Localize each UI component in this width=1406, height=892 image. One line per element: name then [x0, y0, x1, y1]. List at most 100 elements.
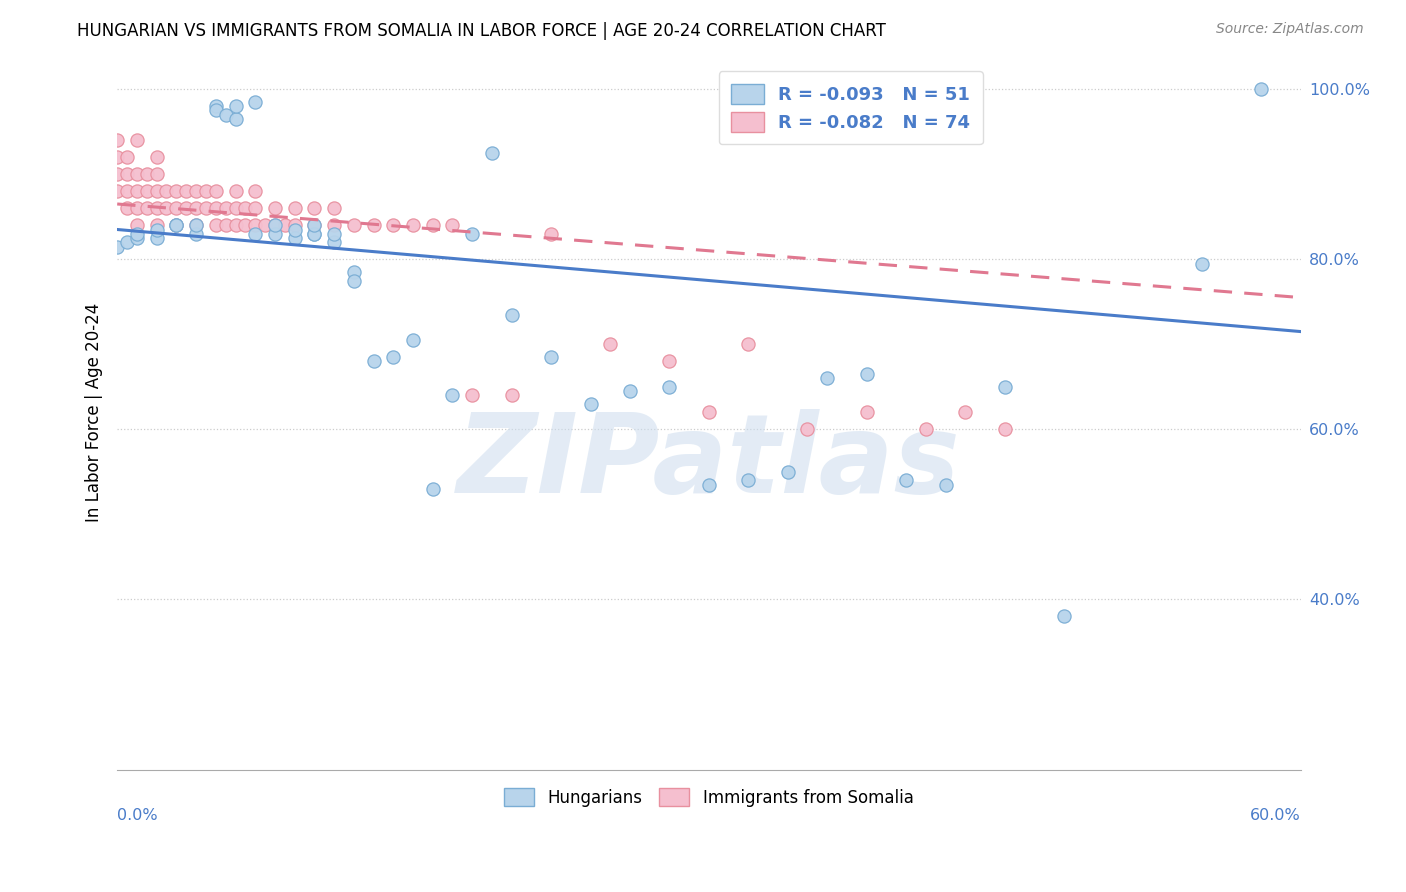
Point — [697, 477, 720, 491]
Point — [304, 227, 326, 241]
Point — [145, 231, 167, 245]
Point — [204, 99, 226, 113]
Point — [105, 239, 128, 253]
Point — [165, 219, 187, 233]
Point — [125, 231, 148, 245]
Point — [382, 350, 405, 364]
Point — [855, 405, 877, 419]
Point — [323, 235, 346, 250]
Point — [145, 222, 167, 236]
Point — [145, 184, 167, 198]
Point — [343, 265, 366, 279]
Point — [135, 184, 157, 198]
Point — [155, 184, 177, 198]
Point — [737, 474, 759, 488]
Point — [235, 201, 257, 215]
Point — [343, 273, 366, 287]
Point — [994, 422, 1017, 436]
Point — [165, 201, 187, 215]
Point — [125, 201, 148, 215]
Point — [1053, 609, 1076, 624]
Point — [855, 367, 877, 381]
Point — [284, 231, 307, 245]
Point — [284, 201, 307, 215]
Point — [382, 219, 405, 233]
Point — [184, 219, 207, 233]
Point — [579, 397, 602, 411]
Point — [225, 201, 247, 215]
Point — [323, 219, 346, 233]
Point — [304, 201, 326, 215]
Point — [165, 219, 187, 233]
Point — [323, 201, 346, 215]
Point — [501, 388, 523, 402]
Point — [264, 219, 287, 233]
Point — [115, 150, 138, 164]
Point — [204, 184, 226, 198]
Point — [125, 184, 148, 198]
Text: 0.0%: 0.0% — [117, 808, 157, 823]
Point — [184, 201, 207, 215]
Point — [422, 219, 444, 233]
Point — [215, 219, 238, 233]
Point — [115, 184, 138, 198]
Legend: Hungarians, Immigrants from Somalia: Hungarians, Immigrants from Somalia — [496, 780, 922, 814]
Point — [402, 333, 425, 347]
Point — [105, 150, 128, 164]
Point — [815, 371, 838, 385]
Point — [145, 150, 167, 164]
Text: Source: ZipAtlas.com: Source: ZipAtlas.com — [1216, 22, 1364, 37]
Point — [304, 219, 326, 233]
Point — [174, 184, 197, 198]
Point — [658, 354, 681, 368]
Point — [264, 201, 287, 215]
Point — [125, 133, 148, 147]
Point — [245, 184, 267, 198]
Point — [619, 384, 641, 398]
Point — [264, 227, 287, 241]
Point — [184, 227, 207, 241]
Point — [194, 184, 217, 198]
Point — [204, 201, 226, 215]
Text: 60.0%: 60.0% — [1250, 808, 1301, 823]
Point — [125, 227, 148, 241]
Point — [343, 219, 366, 233]
Point — [105, 184, 128, 198]
Point — [194, 201, 217, 215]
Point — [225, 184, 247, 198]
Point — [204, 219, 226, 233]
Point — [165, 184, 187, 198]
Point — [894, 474, 917, 488]
Point — [697, 405, 720, 419]
Point — [254, 219, 277, 233]
Point — [540, 227, 562, 241]
Text: ZIPatlas: ZIPatlas — [457, 409, 960, 516]
Point — [914, 422, 936, 436]
Point — [225, 99, 247, 113]
Point — [245, 201, 267, 215]
Point — [155, 201, 177, 215]
Point — [737, 337, 759, 351]
Point — [245, 95, 267, 109]
Point — [363, 219, 385, 233]
Point — [274, 219, 297, 233]
Point — [115, 201, 138, 215]
Point — [481, 145, 503, 160]
Point — [1191, 256, 1213, 270]
Point — [264, 219, 287, 233]
Point — [461, 388, 484, 402]
Point — [284, 219, 307, 233]
Point — [135, 201, 157, 215]
Point — [105, 133, 128, 147]
Point — [796, 422, 818, 436]
Point — [245, 219, 267, 233]
Point — [776, 465, 799, 479]
Text: HUNGARIAN VS IMMIGRANTS FROM SOMALIA IN LABOR FORCE | AGE 20-24 CORRELATION CHAR: HUNGARIAN VS IMMIGRANTS FROM SOMALIA IN … — [77, 22, 886, 40]
Point — [461, 227, 484, 241]
Point — [115, 167, 138, 181]
Point — [145, 201, 167, 215]
Point — [235, 219, 257, 233]
Point — [422, 482, 444, 496]
Point — [935, 477, 957, 491]
Point — [125, 167, 148, 181]
